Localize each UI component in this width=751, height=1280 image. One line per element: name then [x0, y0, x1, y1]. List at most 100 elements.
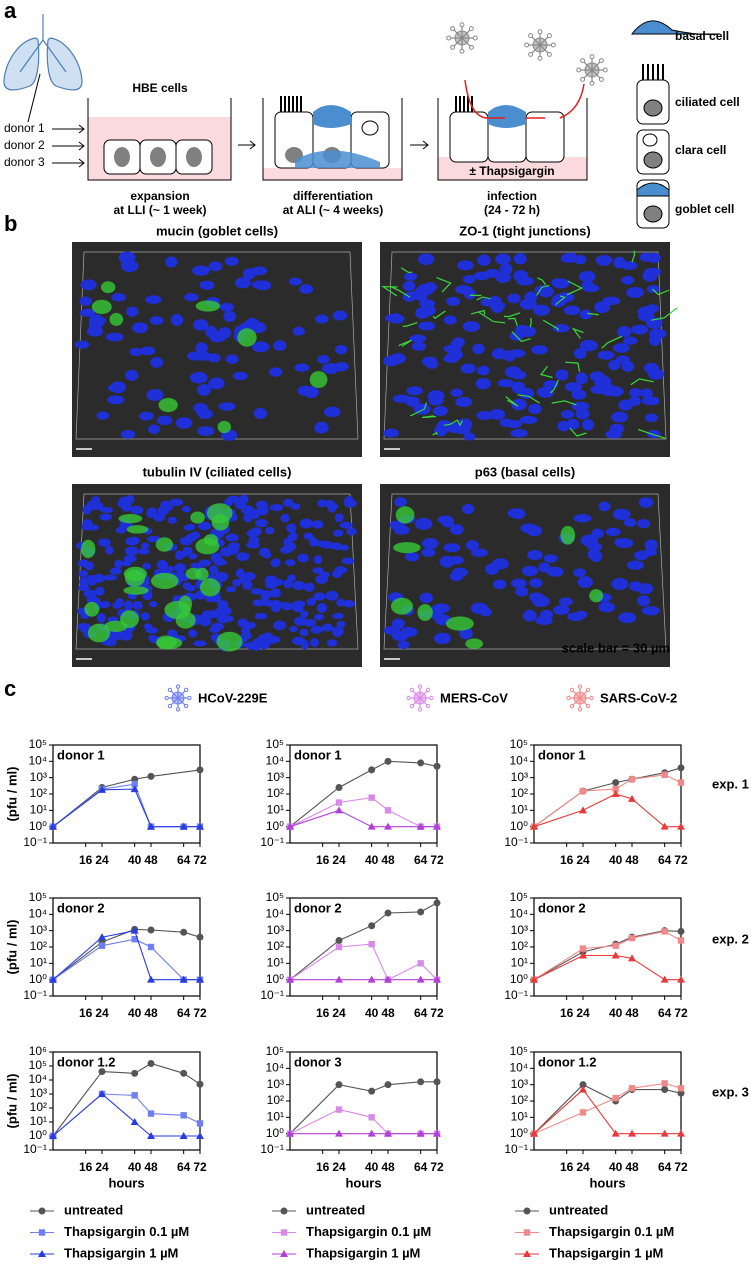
nucleus: [645, 539, 658, 550]
nucleus: [165, 257, 177, 268]
y-axis-title: (pfu / ml): [4, 920, 19, 975]
nucleus: [559, 597, 573, 606]
nucleus: [110, 381, 126, 393]
series-line: [53, 784, 200, 827]
nucleus: [317, 500, 327, 508]
virus-spike-tip: [460, 23, 464, 27]
y-axis-title: (pfu / ml): [4, 1074, 19, 1129]
nucleus: [599, 384, 611, 395]
y-tick-label: 10⁴: [265, 754, 284, 768]
cell-legend-icons: [632, 21, 720, 228]
nucleus: [495, 253, 510, 264]
nucleus: [262, 600, 276, 606]
nucleus: [588, 549, 601, 560]
nucleus: [406, 396, 420, 407]
nucleus: [422, 538, 439, 549]
y-tick-label: 10⁵: [510, 737, 528, 751]
nucleus: [138, 548, 150, 555]
nucleus: [124, 600, 133, 610]
stain: [151, 573, 179, 589]
nucleus: [184, 293, 198, 301]
nucleus: [455, 397, 472, 407]
nucleus: [485, 564, 499, 575]
marker: [368, 794, 374, 800]
step-title: differentiation: [293, 189, 373, 203]
y-tick-label: 10²: [30, 786, 47, 800]
marker: [385, 910, 392, 917]
nucleus: [579, 271, 596, 282]
nucleus: [415, 518, 433, 530]
stain: [560, 526, 575, 545]
nucleus: [324, 407, 340, 418]
marker: [434, 1078, 441, 1085]
marker: [368, 1114, 374, 1120]
y-tick-label: 10⁻¹: [504, 988, 528, 1002]
y-tick-label: 10⁴: [28, 754, 47, 768]
nucleus: [300, 629, 309, 637]
nucleus: [289, 278, 302, 286]
x-tick-label: 48: [381, 1160, 395, 1174]
panel-label: c: [4, 676, 16, 701]
nucleus: [198, 559, 211, 566]
nucleus: [97, 411, 109, 419]
marker: [180, 1112, 186, 1118]
nucleus: [273, 340, 286, 351]
virus-spike-tip: [577, 68, 581, 72]
nucleus: [148, 424, 160, 433]
nucleus: [333, 311, 348, 321]
nucleus: [199, 618, 211, 626]
nucleus: [505, 366, 522, 378]
nucleus: [471, 549, 488, 557]
nucleus: [193, 640, 207, 646]
nucleus: [500, 263, 513, 275]
nucleus: [410, 334, 427, 342]
nucleus: [128, 537, 140, 545]
nucleus: [610, 424, 624, 434]
nucleus: [92, 502, 103, 510]
stain: [156, 635, 176, 649]
virus-spike-tip: [590, 55, 594, 59]
nucleus: [185, 534, 197, 541]
marker: [417, 908, 424, 915]
marker: [336, 799, 342, 805]
nucleus: [520, 523, 537, 533]
nucleus: [209, 626, 220, 633]
x-tick-label: 64: [658, 1160, 672, 1174]
nucleus: [476, 378, 491, 389]
x-tick-label: 40: [128, 853, 142, 867]
nucleus: [209, 331, 226, 342]
marker: [661, 1086, 668, 1093]
marker: [281, 1208, 288, 1215]
nucleus: [573, 514, 591, 522]
x-tick-label: 16: [560, 1006, 574, 1020]
marker: [336, 1081, 343, 1088]
nucleus: [507, 294, 520, 304]
nucleus: [333, 530, 343, 537]
stain: [446, 617, 474, 631]
virus-icons: [447, 23, 608, 86]
virus-spike-tip: [529, 34, 533, 38]
nucleus: [186, 524, 195, 530]
stain: [92, 300, 112, 314]
virus-spike-tip: [407, 696, 410, 699]
virus-spike-tip: [586, 704, 589, 707]
stain: [84, 602, 99, 617]
panel-label: b: [4, 211, 17, 236]
series-line: [53, 929, 200, 979]
nucleus: [111, 293, 126, 301]
step-subtitle: at ALI (~ 4 weeks): [283, 203, 384, 217]
nucleus: [215, 572, 229, 582]
nucleus: [209, 565, 218, 574]
nucleus: [314, 422, 328, 434]
nucleus: [307, 598, 316, 606]
nucleus: [114, 560, 123, 569]
virus-body: [574, 692, 586, 704]
nucleus: [312, 520, 324, 528]
legend-label: Thapsigargin 0.1 µM: [64, 1224, 189, 1239]
nucleus: [236, 568, 245, 578]
nucleus: [603, 296, 621, 305]
arrow: [410, 141, 428, 149]
virus-spike-tip: [447, 36, 451, 40]
